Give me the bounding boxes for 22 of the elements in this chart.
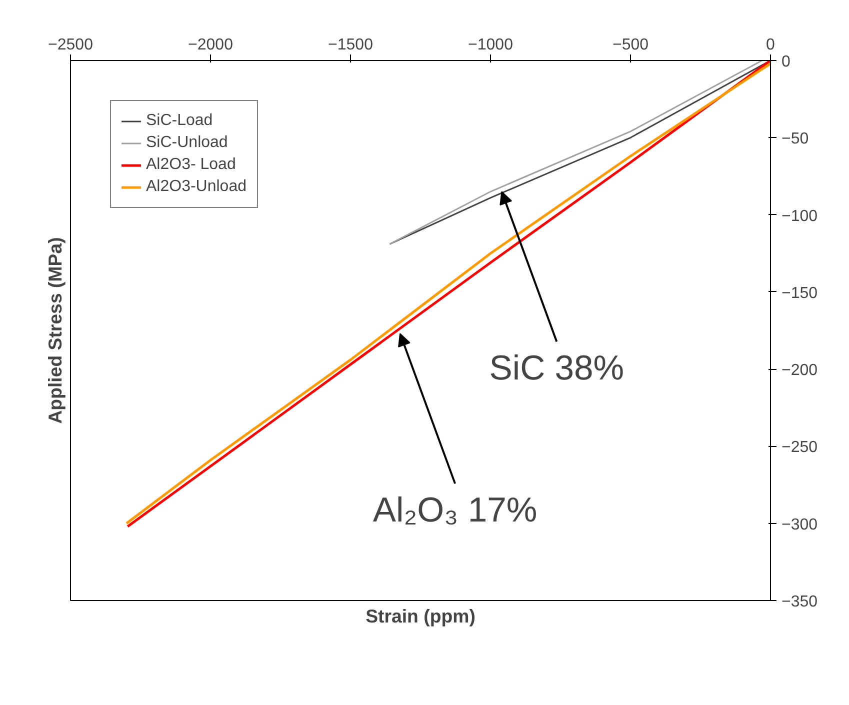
legend-label: Al2O3- Load [146,156,236,174]
y-tick-label: −350 [782,594,818,610]
legend-label: SiC-Unload [146,134,228,152]
y-tick-label: −300 [782,516,818,534]
y-tick-label: −200 [782,362,818,380]
y-axis-title: Applied Stress (MPa) [44,237,66,424]
x-axis-title: Strain (ppm) [366,606,476,626]
annotation: Al₂O₃ 17% [372,492,538,530]
x-tick-label: −2500 [48,36,94,54]
x-tick-label: −1500 [328,36,374,54]
x-tick-label: −2000 [188,36,234,54]
annotation: SiC 38% [489,350,624,388]
legend-label: Al2O3-Unload [146,178,246,196]
y-tick-label: −100 [782,208,818,225]
x-tick-label: 0 [766,36,776,54]
x-tick-label: −500 [612,36,649,54]
y-tick-label: −50 [782,130,809,148]
y-tick-label: −150 [782,284,818,302]
x-tick-label: −1000 [468,36,514,54]
y-tick-label: −250 [782,439,818,456]
y-tick-label: 0 [782,54,790,70]
legend-label: SiC-Load [146,112,213,130]
